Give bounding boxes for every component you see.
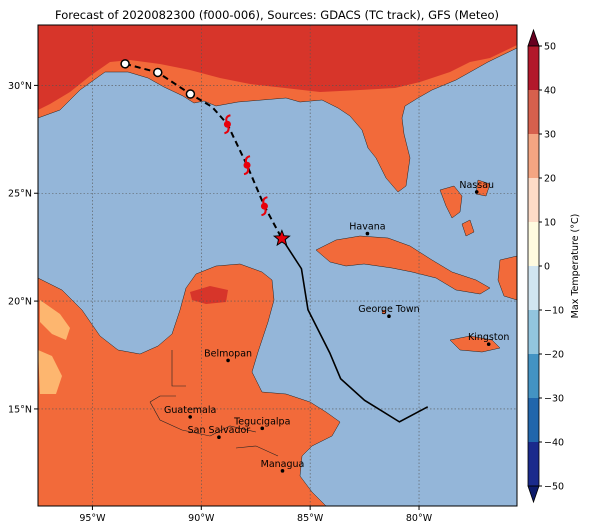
hurricane-icon — [243, 155, 251, 176]
cities: Havana Nassau George Town Kingston Belmopan G… — [164, 180, 509, 473]
colorbar-segment — [528, 178, 539, 222]
city-label: San Salvador — [188, 425, 251, 436]
land-mexico-central-america — [38, 263, 341, 506]
colorbar-extend-max — [527, 28, 540, 47]
colorbar-tick-label: 30 — [544, 130, 556, 141]
warm-zone-mexico — [38, 350, 62, 394]
lat-tick-label: 15°N — [8, 404, 32, 415]
lat-tick-label: 20°N — [8, 297, 32, 308]
colorbar-tick-label: −30 — [544, 394, 564, 405]
colorbar-segment — [528, 354, 539, 398]
lat-tick-label: 30°N — [8, 81, 32, 92]
current-position-star-icon — [272, 229, 291, 247]
city-dot — [226, 358, 230, 363]
city-dot — [387, 314, 391, 318]
observed-track — [281, 238, 429, 423]
city-dot — [260, 426, 265, 431]
gridlines — [38, 25, 517, 506]
map-title: Forecast of 2020082300 (f000-006), Sourc… — [55, 8, 499, 22]
city-dot — [217, 435, 221, 439]
city-dot — [365, 231, 370, 236]
forecast-track — [124, 62, 283, 240]
country-borders — [149, 350, 279, 457]
city-label: Managua — [261, 459, 305, 470]
colorbar-tick-label: 0 — [544, 262, 550, 273]
colorbar-tick-label: −40 — [544, 438, 564, 449]
city-label: Nassau — [459, 180, 494, 191]
city-label: Tegucigalpa — [233, 416, 290, 427]
city-dot — [280, 469, 285, 473]
map-frame — [37, 24, 518, 507]
lon-tick-label: 90°W — [188, 513, 215, 524]
colorbar-tick-label: −50 — [544, 482, 564, 493]
land-jamaica — [449, 335, 501, 353]
map-area: Havana Nassau George Town Kingston Belmopan G… — [38, 25, 517, 506]
city-dot — [474, 190, 479, 194]
hot-zone-us — [38, 25, 517, 110]
lon-tick-label: 85°W — [297, 513, 324, 524]
city-label: George Town — [358, 304, 419, 315]
city-dot — [486, 342, 491, 347]
city-label: Guatemala — [164, 405, 216, 416]
colorbar-tick-label: 40 — [544, 86, 556, 97]
colorbar-segment — [528, 90, 539, 134]
colorbar-segment — [528, 46, 539, 90]
colorbar-segment — [528, 222, 539, 266]
track-point — [120, 59, 130, 69]
colorbar-extend-min — [527, 485, 540, 504]
hot-zone-yucatan — [190, 286, 228, 304]
colorbar-tick-label: −10 — [544, 306, 564, 317]
lon-tick-label: 95°W — [79, 513, 106, 524]
colorbar-label: Max Temperature (°C) — [570, 214, 581, 319]
city-label: Belmopan — [204, 348, 252, 359]
hurricane-icon — [260, 196, 268, 217]
city-dot — [188, 415, 192, 419]
colorbar-tick-label: 10 — [544, 218, 556, 229]
hurricane-icon — [223, 114, 231, 135]
land-cuba — [315, 235, 491, 295]
colorbar-segment — [528, 442, 539, 486]
colorbar-tick-label: 50 — [544, 42, 556, 53]
track-point — [185, 89, 196, 99]
colorbar-segment — [528, 266, 539, 310]
lat-tick-label: 25°N — [8, 189, 32, 200]
track-markers — [120, 59, 291, 247]
axis-ticks: 95°W 90°W 85°W 80°W 15°N 20°N 25°N 30°N — [8, 81, 433, 524]
city-label: Kingston — [468, 332, 509, 343]
colorbar-segment — [528, 134, 539, 178]
lon-tick-label: 80°W — [406, 513, 433, 524]
colorbar-segment — [528, 398, 539, 442]
city-label: Havana — [349, 222, 385, 233]
track-point — [153, 67, 163, 78]
colorbar: 50 40 30 20 10 0 −10 −20 −30 −40 −50 — [527, 28, 564, 504]
land-bahamas — [439, 179, 491, 237]
land-hispaniola — [497, 255, 517, 301]
colorbar-tick-label: −20 — [544, 350, 564, 361]
warm-zone-central-america — [40, 300, 70, 340]
land-cayman — [381, 309, 387, 315]
colorbar-tick-label: 20 — [544, 174, 556, 185]
colorbar-segment — [528, 310, 539, 354]
